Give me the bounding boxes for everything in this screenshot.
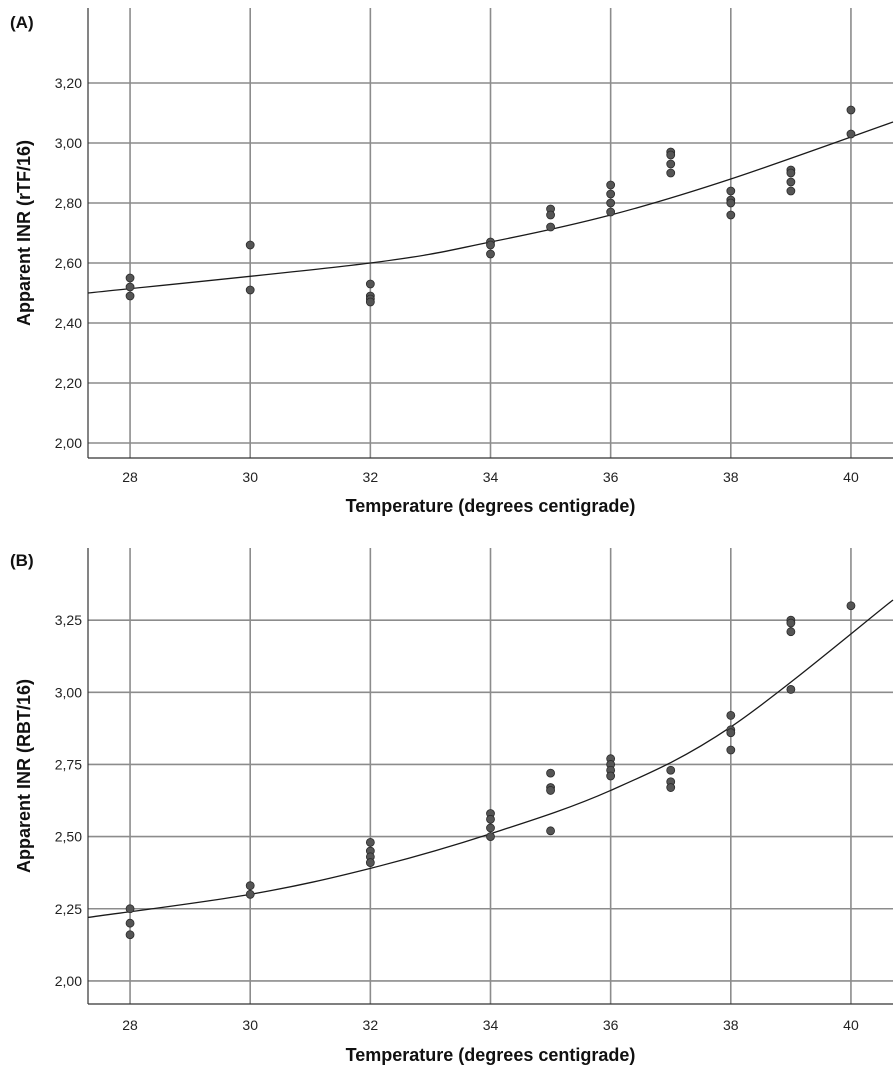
data-point <box>726 728 736 738</box>
data-point <box>245 881 255 891</box>
x-tick-label: 32 <box>363 1017 379 1033</box>
data-point <box>245 889 255 899</box>
data-point <box>666 783 676 792</box>
data-point <box>125 291 135 301</box>
data-point <box>486 814 495 824</box>
data-point <box>726 710 736 720</box>
x-tick-label: 36 <box>603 1017 619 1033</box>
data-point <box>786 177 796 187</box>
data-point <box>606 189 616 199</box>
y-tick-label: 3,00 <box>55 684 82 700</box>
y-tick-label: 2,00 <box>55 973 82 989</box>
data-point <box>846 129 856 139</box>
x-tick-label: 30 <box>242 469 258 485</box>
data-point <box>125 918 135 928</box>
x-tick-label: 32 <box>363 469 379 485</box>
y-axis-title: Apparent INR (rTF/16) <box>14 140 34 326</box>
y-tick-label: 2,00 <box>55 435 82 451</box>
data-point <box>365 837 375 847</box>
data-point <box>125 273 135 283</box>
chart-panel-b: (B) 28 30 32 34 36 38 40 2,00 2,25 2,50 2,75 3,00 3,2… <box>10 548 894 1065</box>
y-tick-label: 2,20 <box>55 375 82 391</box>
data-point <box>546 786 555 795</box>
fit-curve <box>87 121 894 294</box>
x-tick-label: 30 <box>242 1017 258 1033</box>
x-tick-label: 38 <box>723 1017 739 1033</box>
y-tick-label: 3,00 <box>55 135 82 151</box>
chart-panel-a: (A) 28 30 32 34 36 38 40 2,00 2,20 2,40 2,60 2,80 3,0… <box>10 8 894 516</box>
data-point <box>365 858 375 867</box>
data-point <box>786 685 796 694</box>
data-point <box>486 249 495 259</box>
y-tick-label: 2,50 <box>55 829 82 845</box>
x-tick-label: 36 <box>603 469 619 485</box>
data-point <box>365 279 375 289</box>
data-point <box>726 745 736 755</box>
data-point <box>726 186 736 196</box>
data-point <box>846 601 856 611</box>
data-point <box>786 168 796 178</box>
data-point <box>606 207 616 217</box>
data-point <box>245 285 255 295</box>
data-point <box>125 282 135 292</box>
y-tick-label: 2,60 <box>55 255 82 271</box>
data-point <box>125 930 135 940</box>
y-tick-label: 2,80 <box>55 195 82 211</box>
data-point <box>486 823 495 833</box>
data-point <box>786 186 796 196</box>
data-point <box>486 832 495 842</box>
data-point <box>786 618 796 628</box>
x-tick-label: 28 <box>122 1017 138 1033</box>
data-point <box>365 297 375 307</box>
x-tick-label: 34 <box>483 469 499 485</box>
data-point <box>546 222 555 232</box>
y-tick-label: 2,75 <box>55 756 82 772</box>
y-axis-title: Apparent INR (RBT/16) <box>14 679 34 873</box>
data-point <box>546 210 555 220</box>
panel-label: (A) <box>10 13 34 32</box>
panel-label: (B) <box>10 551 34 570</box>
x-tick-label: 40 <box>843 1017 859 1033</box>
x-axis-title: Temperature (degrees centigrade) <box>346 496 636 516</box>
x-tick-label: 40 <box>843 469 859 485</box>
x-tick-label: 34 <box>483 1017 499 1033</box>
data-point <box>125 904 135 914</box>
data-point <box>245 240 255 250</box>
data-point <box>486 240 495 250</box>
x-tick-label: 38 <box>723 469 739 485</box>
data-point <box>546 768 555 778</box>
data-point <box>786 627 796 637</box>
data-point <box>666 168 676 178</box>
data-point <box>846 105 856 115</box>
data-point <box>606 771 616 781</box>
data-point <box>666 159 676 169</box>
x-axis-title: Temperature (degrees centigrade) <box>346 1045 636 1065</box>
y-tick-label: 2,25 <box>55 901 82 917</box>
data-point <box>546 826 555 836</box>
data-point <box>726 210 736 220</box>
data-point <box>606 180 616 190</box>
y-tick-label: 3,20 <box>55 75 82 91</box>
data-point <box>606 198 616 208</box>
data-point <box>666 765 676 775</box>
y-tick-label: 2,40 <box>55 315 82 331</box>
y-tick-label: 3,25 <box>55 612 82 628</box>
data-point <box>666 150 676 160</box>
data-point <box>726 198 736 208</box>
x-tick-label: 28 <box>122 469 138 485</box>
